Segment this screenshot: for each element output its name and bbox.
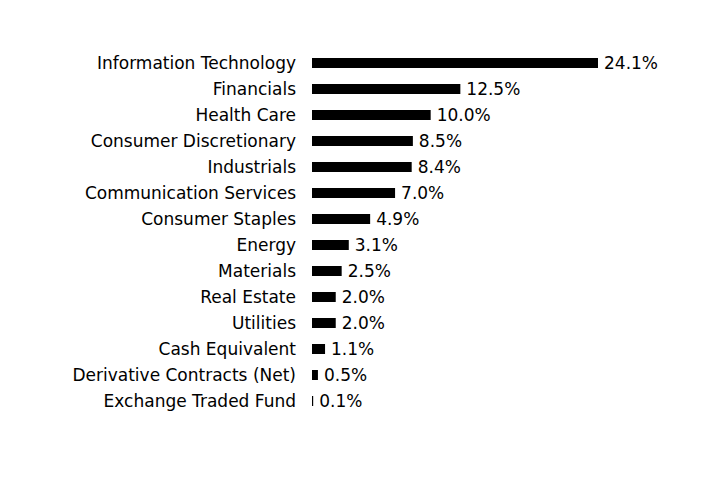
svg-text:2.5%: 2.5%: [348, 261, 391, 281]
svg-text:Consumer Staples: Consumer Staples: [141, 209, 296, 229]
svg-text:10.0%: 10.0%: [437, 105, 491, 125]
svg-text:2.0%: 2.0%: [342, 287, 385, 307]
svg-text:3.1%: 3.1%: [355, 235, 398, 255]
svg-text:Cash Equivalent: Cash Equivalent: [159, 339, 297, 359]
svg-text:Consumer Discretionary: Consumer Discretionary: [91, 131, 296, 151]
svg-text:Real Estate: Real Estate: [200, 287, 296, 307]
svg-text:Information Technology: Information Technology: [97, 53, 296, 73]
svg-text:12.5%: 12.5%: [466, 79, 520, 99]
svg-text:Communication Services: Communication Services: [85, 183, 296, 203]
svg-text:0.1%: 0.1%: [319, 391, 362, 411]
svg-text:Materials: Materials: [218, 261, 296, 281]
svg-text:7.0%: 7.0%: [401, 183, 444, 203]
svg-text:8.5%: 8.5%: [419, 131, 462, 151]
svg-text:Financials: Financials: [213, 79, 296, 99]
svg-text:Exchange Traded Fund: Exchange Traded Fund: [104, 391, 296, 411]
svg-text:4.9%: 4.9%: [376, 209, 419, 229]
svg-text:Health Care: Health Care: [195, 105, 296, 125]
svg-text:1.1%: 1.1%: [331, 339, 374, 359]
svg-text:Energy: Energy: [236, 235, 296, 255]
svg-text:Utilities: Utilities: [232, 313, 296, 333]
svg-text:0.5%: 0.5%: [324, 365, 367, 385]
svg-text:Derivative Contracts (Net): Derivative Contracts (Net): [72, 365, 296, 385]
svg-text:2.0%: 2.0%: [342, 313, 385, 333]
svg-text:8.4%: 8.4%: [418, 157, 461, 177]
svg-text:24.1%: 24.1%: [604, 53, 658, 73]
svg-text:Industrials: Industrials: [207, 157, 296, 177]
